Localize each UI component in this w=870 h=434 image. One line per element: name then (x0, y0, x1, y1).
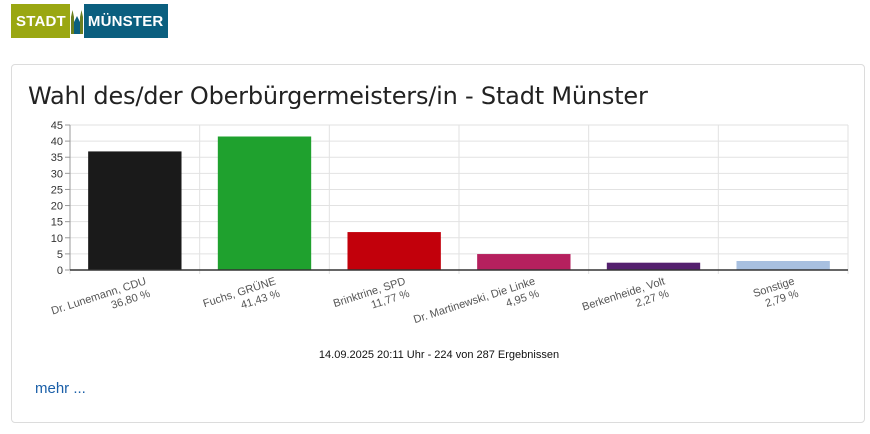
logo-muenster-text: MÜNSTER (83, 4, 169, 38)
election-card: Wahl des/der Oberbürgermeisters/in - Sta… (11, 64, 865, 423)
y-tick-label: 30 (51, 168, 63, 180)
bar-6 (736, 261, 830, 270)
y-tick-label: 10 (51, 233, 63, 245)
logo-stadt-text: STADT (11, 4, 70, 38)
y-tick-label: 0 (57, 265, 63, 277)
more-link[interactable]: mehr ... (35, 380, 86, 397)
bar-5 (606, 262, 701, 270)
bar-4 (477, 254, 571, 270)
bar-3 (347, 232, 441, 270)
bar-1 (88, 151, 182, 270)
results-status: 14.09.2025 20:11 Uhr - 224 von 287 Ergeb… (318, 349, 560, 361)
bar-chart: 0 5 10 15 20 25 30 35 40 45 Dr. Lunemann, CDU36,80… (50, 120, 849, 326)
y-tick-label: 25 (51, 184, 63, 196)
y-tick-label: 20 (51, 201, 63, 213)
y-tick-label: 15 (51, 217, 63, 229)
chart-title: Wahl des/der Oberbürgermeisters/in - Sta… (28, 82, 648, 110)
y-tick-label: 40 (51, 136, 63, 148)
cathedral-icon (69, 4, 84, 38)
y-tick-label: 45 (51, 120, 63, 132)
stadt-muenster-logo[interactable]: STADT MÜNSTER (11, 4, 169, 38)
bar-2 (217, 136, 312, 270)
y-tick-label: 5 (57, 249, 63, 261)
y-tick-label: 35 (51, 152, 63, 164)
